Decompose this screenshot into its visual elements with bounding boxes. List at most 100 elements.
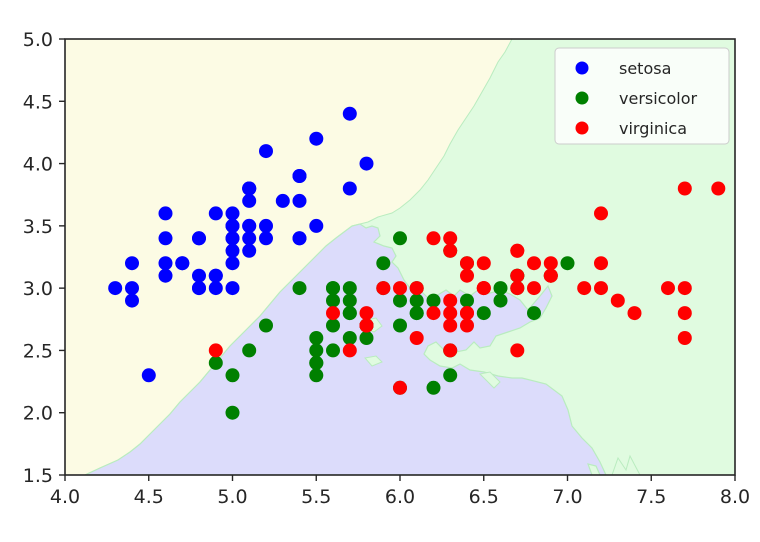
y-tick-label: 2.0: [23, 403, 53, 425]
data-point: [460, 318, 474, 333]
data-point: [225, 256, 240, 271]
data-point: [259, 231, 273, 246]
data-point: [158, 268, 173, 283]
data-point: [543, 256, 558, 271]
data-point: [141, 368, 156, 383]
legend-marker-setosa: [575, 61, 589, 75]
data-point: [393, 318, 407, 333]
series-setosa: [108, 106, 374, 383]
data-point: [460, 293, 474, 308]
data-point: [309, 355, 324, 370]
data-point: [326, 318, 340, 333]
data-point: [610, 293, 625, 308]
data-point: [443, 231, 458, 246]
data-point: [309, 343, 324, 358]
x-tick-label: 6.0: [385, 486, 415, 508]
data-point: [510, 343, 525, 358]
data-point: [342, 331, 357, 345]
legend-box: [554, 47, 730, 145]
data-point: [125, 256, 139, 271]
data-points: [108, 106, 726, 420]
data-point: [326, 306, 340, 321]
data-point: [309, 131, 324, 146]
data-point: [208, 281, 223, 296]
data-point: [359, 306, 374, 321]
data-point: [342, 343, 357, 358]
data-point: [309, 331, 324, 345]
y-tick-label: 4.0: [23, 154, 53, 176]
data-point: [677, 181, 692, 196]
data-point: [292, 281, 307, 296]
data-point: [242, 243, 257, 258]
data-point: [527, 281, 541, 296]
y-axis: 1.5 2.0 2.5 3.0 3.5 4.0 4.5 5.0: [23, 29, 65, 487]
data-point: [326, 293, 340, 308]
data-point: [225, 243, 240, 258]
data-point: [208, 355, 223, 370]
data-point: [275, 193, 290, 208]
data-point: [242, 343, 257, 358]
region-island: [478, 371, 501, 389]
data-point: [259, 218, 273, 233]
data-point: [493, 293, 508, 308]
data-point: [594, 256, 608, 271]
data-point: [393, 293, 407, 308]
legend: setosa versicolor virginica: [554, 47, 730, 145]
data-point: [342, 306, 357, 321]
x-tick-label: 6.5: [469, 486, 499, 508]
data-point: [108, 281, 123, 296]
data-point: [426, 231, 441, 246]
data-point: [527, 256, 541, 271]
data-point: [409, 281, 424, 296]
data-point: [342, 106, 357, 121]
data-point: [342, 281, 357, 296]
data-point: [158, 231, 173, 246]
legend-label-setosa: setosa: [619, 59, 671, 78]
data-point: [225, 405, 240, 420]
y-tick-label: 5.0: [23, 29, 53, 51]
y-tick-label: 3.5: [23, 216, 53, 238]
data-point: [359, 156, 374, 171]
data-point: [125, 281, 139, 296]
legend-label-versicolor: versicolor: [619, 89, 697, 108]
y-tick-label: 3.0: [23, 278, 53, 300]
legend-item-versicolor: versicolor: [575, 89, 697, 108]
data-point: [342, 293, 357, 308]
data-point: [627, 306, 642, 321]
data-point: [393, 380, 407, 395]
data-point: [192, 268, 206, 283]
region-island: [611, 454, 641, 475]
data-point: [510, 268, 525, 283]
legend-item-virginica: virginica: [575, 119, 687, 138]
data-point: [242, 193, 257, 208]
x-axis: 4.0 4.5 5.0 5.5 6.0 6.5 7.0 7.5 8.0: [50, 475, 750, 508]
data-point: [510, 281, 525, 296]
data-point: [460, 256, 474, 271]
data-point: [393, 231, 407, 246]
data-point: [661, 281, 675, 296]
data-point: [309, 218, 324, 233]
x-tick-label: 8.0: [720, 486, 750, 508]
data-point: [225, 218, 240, 233]
data-point: [409, 293, 424, 308]
data-point: [259, 318, 273, 333]
data-point: [309, 368, 324, 383]
data-point: [460, 268, 474, 283]
legend-marker-versicolor: [575, 91, 589, 105]
data-point: [359, 331, 374, 345]
data-point: [677, 306, 692, 321]
data-point: [426, 306, 441, 321]
region-island: [364, 355, 383, 367]
legend-label-virginica: virginica: [619, 119, 687, 138]
data-point: [242, 181, 257, 196]
y-tick-label: 1.5: [23, 465, 53, 487]
x-tick-label: 7.5: [636, 486, 666, 508]
legend-marker-virginica: [575, 121, 589, 135]
data-point: [292, 169, 307, 183]
data-point: [409, 306, 424, 321]
data-point: [409, 331, 424, 345]
data-point: [493, 281, 508, 296]
data-point: [326, 343, 340, 358]
